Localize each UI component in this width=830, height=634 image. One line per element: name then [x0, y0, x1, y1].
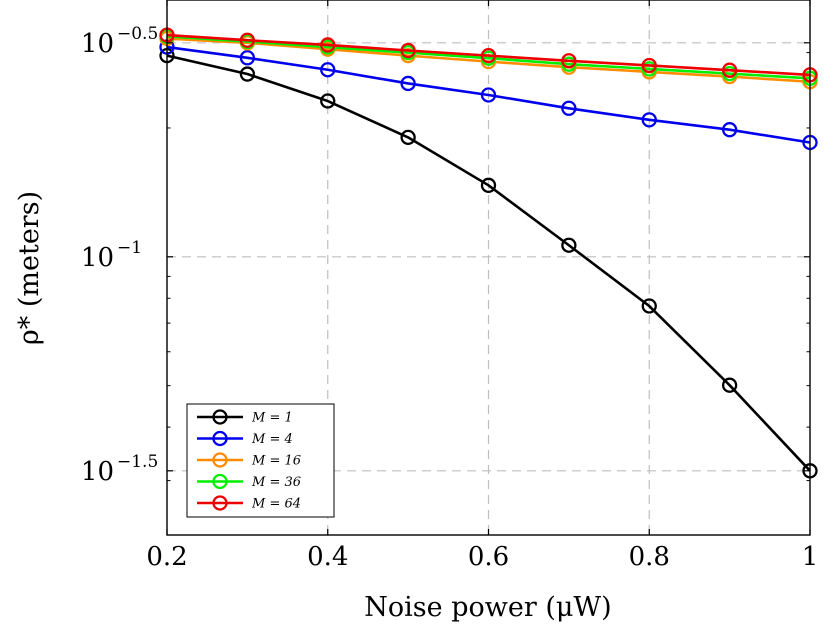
- legend-label: M = 1: [251, 411, 293, 426]
- data-point: [400, 75, 416, 92]
- series-line: [166, 35, 811, 80]
- series-group: [159, 39, 818, 151]
- series-line: [166, 54, 811, 472]
- data-point: [721, 62, 738, 78]
- data-point: [480, 87, 497, 103]
- series-line: [166, 45, 811, 144]
- data-point: [641, 298, 657, 314]
- data-point: [320, 93, 336, 109]
- x-tick-label: 0.4: [307, 542, 348, 572]
- series-lines: [159, 27, 818, 479]
- data-point: [641, 112, 657, 128]
- y-tick-label: 10: [81, 243, 114, 273]
- data-point: [480, 47, 497, 64]
- data-point: [561, 100, 577, 116]
- legend-swatch-marker: [212, 430, 228, 447]
- y-axis-title: ρ* (meters): [14, 191, 45, 345]
- x-tick-label: 0.6: [468, 542, 509, 572]
- data-point: [561, 237, 577, 253]
- data-point: [480, 177, 497, 193]
- data-point: [320, 62, 336, 78]
- legend-entries: M = 1 M = 4 M = 16 M = 36 M = 64: [197, 409, 301, 512]
- y-tick-label: 10: [81, 457, 114, 487]
- y-tick-exponent: −1.5: [117, 452, 158, 472]
- axis-ticks: 0.2 0.4 0.6 0.8 110 −0.510 −110 −1.5: [81, 0, 818, 572]
- data-point: [721, 377, 738, 393]
- x-axis-title: Noise power (μW): [364, 592, 611, 623]
- x-tick-label: 1: [802, 542, 819, 572]
- legend-swatch-marker: [212, 409, 228, 425]
- series-line: [166, 33, 811, 77]
- legend-swatch-marker: [212, 473, 228, 490]
- y-tick-exponent: −1: [117, 238, 142, 258]
- legend-label: M = 36: [251, 475, 301, 490]
- series-group: [159, 47, 818, 479]
- y-tick-exponent: −0.5: [117, 24, 158, 44]
- legend: M = 1 M = 4 M = 16 M = 36 M = 64: [186, 403, 335, 518]
- legend-swatch-marker: [212, 495, 228, 511]
- data-point: [561, 53, 577, 69]
- data-point: [239, 32, 256, 48]
- y-tick-label: 10: [81, 29, 114, 59]
- data-point: [400, 42, 416, 59]
- legend-swatch-marker: [212, 452, 228, 468]
- data-point: [400, 129, 416, 146]
- data-point: [641, 57, 657, 74]
- data-point: [239, 66, 256, 82]
- x-tick-label: 0.2: [146, 542, 187, 572]
- data-point: [721, 122, 738, 138]
- legend-label: M = 16: [251, 454, 301, 469]
- legend-label: M = 4: [251, 432, 293, 447]
- legend-label: M = 64: [251, 497, 301, 512]
- data-point: [239, 50, 256, 66]
- x-tick-label: 0.8: [629, 542, 670, 572]
- data-point: [320, 37, 336, 53]
